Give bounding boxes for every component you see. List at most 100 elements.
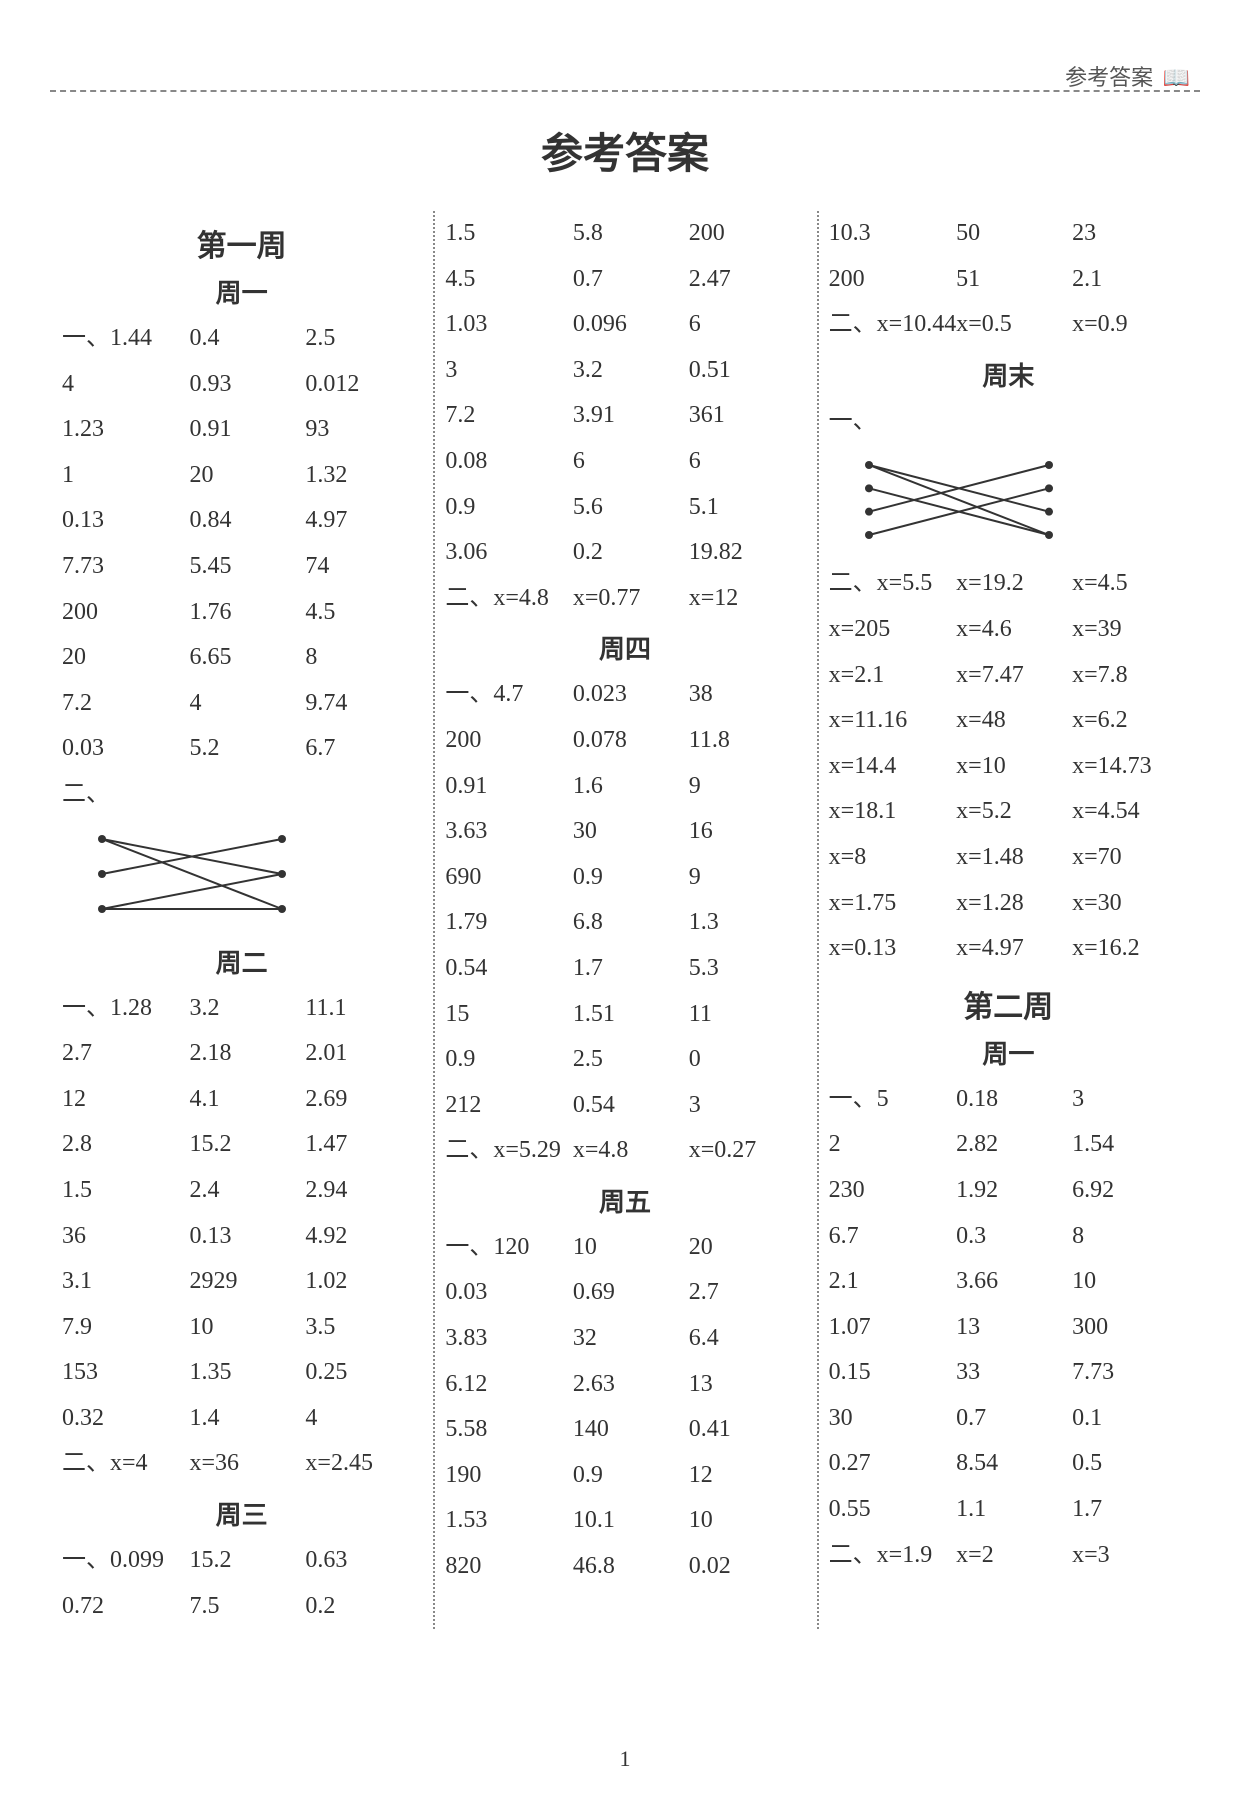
columns-container: 第一周 周一 一、1.440.42.540.930.0121.230.91931… xyxy=(50,211,1200,1629)
cell: 5.1 xyxy=(689,485,805,531)
data-row: 22.821.54 xyxy=(829,1122,1188,1168)
cell: 2.8 xyxy=(62,1122,190,1168)
cell: 6.12 xyxy=(445,1362,573,1408)
cell: 10 xyxy=(190,1305,306,1351)
cell: 0.078 xyxy=(573,718,689,764)
cell: x=70 xyxy=(1072,835,1188,881)
cell: 0.03 xyxy=(445,1270,573,1316)
cell: 1.6 xyxy=(573,764,689,810)
col2-day4-rows: 一、4.70.023382000.07811.80.911.693.633016… xyxy=(445,672,804,1128)
data-row: 6.122.6313 xyxy=(445,1362,804,1408)
cell: 20 xyxy=(689,1225,805,1271)
cell: 3.91 xyxy=(573,393,689,439)
data-row: 5.581400.41 xyxy=(445,1407,804,1453)
matching-diagram-2 xyxy=(849,450,1069,550)
data-row: 200512.1 xyxy=(829,257,1188,303)
data-row: 3.83326.4 xyxy=(445,1316,804,1362)
cell: 3.2 xyxy=(190,986,306,1032)
col2-day5-rows: 一、12010200.030.692.73.83326.46.122.63135… xyxy=(445,1225,804,1590)
cell: 0.9 xyxy=(445,1037,573,1083)
cell: 38 xyxy=(689,672,805,718)
cell: x=8 xyxy=(829,835,957,881)
cell: 0.55 xyxy=(829,1487,957,1533)
col2-day4-part2: 二、x=5.29 x=4.8 x=0.27 xyxy=(445,1128,804,1174)
data-row: 一、1.440.42.5 xyxy=(62,316,421,362)
cell: 10.3 xyxy=(829,211,957,257)
data-row: x=18.1x=5.2x=4.54 xyxy=(829,789,1188,835)
data-row: 1.030.0966 xyxy=(445,302,804,348)
cell: 6.7 xyxy=(305,726,421,772)
cell: 一、0.099 xyxy=(62,1538,190,1584)
cell: 5.3 xyxy=(689,946,805,992)
cell: x=0.77 xyxy=(573,576,689,622)
cell: 6 xyxy=(689,302,805,348)
cell: 1.54 xyxy=(1072,1122,1188,1168)
col1-day2-rows: 一、1.283.211.12.72.182.01124.12.692.815.2… xyxy=(62,986,421,1442)
cell: x=14.73 xyxy=(1072,744,1188,790)
cell: 3 xyxy=(689,1083,805,1129)
week1-title: 第一周 xyxy=(62,221,421,265)
cell: 1.53 xyxy=(445,1498,573,1544)
cell: 1 xyxy=(62,453,190,499)
cell: x=19.2 xyxy=(956,561,1072,607)
data-row: 一、50.183 xyxy=(829,1077,1188,1123)
data-row: 3.633016 xyxy=(445,809,804,855)
week2-day1-title: 周一 xyxy=(829,1034,1188,1071)
cell: 1.7 xyxy=(1072,1487,1188,1533)
cell: 二、x=5.5 xyxy=(829,561,957,607)
cell: x=0.27 xyxy=(689,1128,805,1174)
cell: 2.7 xyxy=(62,1031,190,1077)
cell: 0.54 xyxy=(445,946,573,992)
data-row: 0.95.65.1 xyxy=(445,485,804,531)
cell: 3.63 xyxy=(445,809,573,855)
header-dashed-line xyxy=(50,90,1200,92)
cell: 212 xyxy=(445,1083,573,1129)
cell: x=205 xyxy=(829,607,957,653)
data-row: 3.060.219.82 xyxy=(445,530,804,576)
cell: 1.4 xyxy=(190,1396,306,1442)
cell: 2.5 xyxy=(305,316,421,362)
cell: x=16.2 xyxy=(1072,926,1188,972)
column-2: 1.55.82004.50.72.471.030.096633.20.517.2… xyxy=(433,211,816,1629)
cell: 19.82 xyxy=(689,530,805,576)
cell: x=30 xyxy=(1072,881,1188,927)
cell: 5.8 xyxy=(573,211,689,257)
data-row: 0.727.50.2 xyxy=(62,1584,421,1630)
data-row: 2.815.21.47 xyxy=(62,1122,421,1168)
matching-diagram-1 xyxy=(82,824,302,924)
cell: 230 xyxy=(829,1168,957,1214)
header-label: 参考答案 xyxy=(1065,65,1153,90)
col3-weekend-part1-prefix: 一、 xyxy=(829,399,1188,445)
data-row: 7.249.74 xyxy=(62,681,421,727)
data-row: 2.72.182.01 xyxy=(62,1031,421,1077)
cell: 5.45 xyxy=(190,544,306,590)
data-row: 一、1.283.211.1 xyxy=(62,986,421,1032)
data-row: 2000.07811.8 xyxy=(445,718,804,764)
data-row: 33.20.51 xyxy=(445,348,804,394)
cell: 0.13 xyxy=(190,1214,306,1260)
col3-day5-cont-rows: 10.35023200512.1 xyxy=(829,211,1188,302)
cell: 1.32 xyxy=(305,453,421,499)
cell: 10.1 xyxy=(573,1498,689,1544)
cell: 2.82 xyxy=(956,1122,1072,1168)
day3-title: 周三 xyxy=(62,1495,421,1532)
cell: 6 xyxy=(573,439,689,485)
cell: 153 xyxy=(62,1350,190,1396)
cell: 1.79 xyxy=(445,900,573,946)
cell: 190 xyxy=(445,1453,573,1499)
cell: x=7.47 xyxy=(956,653,1072,699)
cell: 2.01 xyxy=(305,1031,421,1077)
cell: 0.5 xyxy=(1072,1441,1188,1487)
cell: 2.63 xyxy=(573,1362,689,1408)
cell: 2.94 xyxy=(305,1168,421,1214)
cell: 46.8 xyxy=(573,1544,689,1590)
cell: 16 xyxy=(689,809,805,855)
cell: 1.92 xyxy=(956,1168,1072,1214)
cell: 一、120 xyxy=(445,1225,573,1271)
cell: 1.1 xyxy=(956,1487,1072,1533)
col3-weekend-rows2: 二、x=5.5x=19.2x=4.5x=205x=4.6x=39x=2.1x=7… xyxy=(829,561,1188,971)
data-row: 7.23.91361 xyxy=(445,393,804,439)
data-row: 1.52.42.94 xyxy=(62,1168,421,1214)
cell: 4 xyxy=(190,681,306,727)
cell: 4 xyxy=(305,1396,421,1442)
